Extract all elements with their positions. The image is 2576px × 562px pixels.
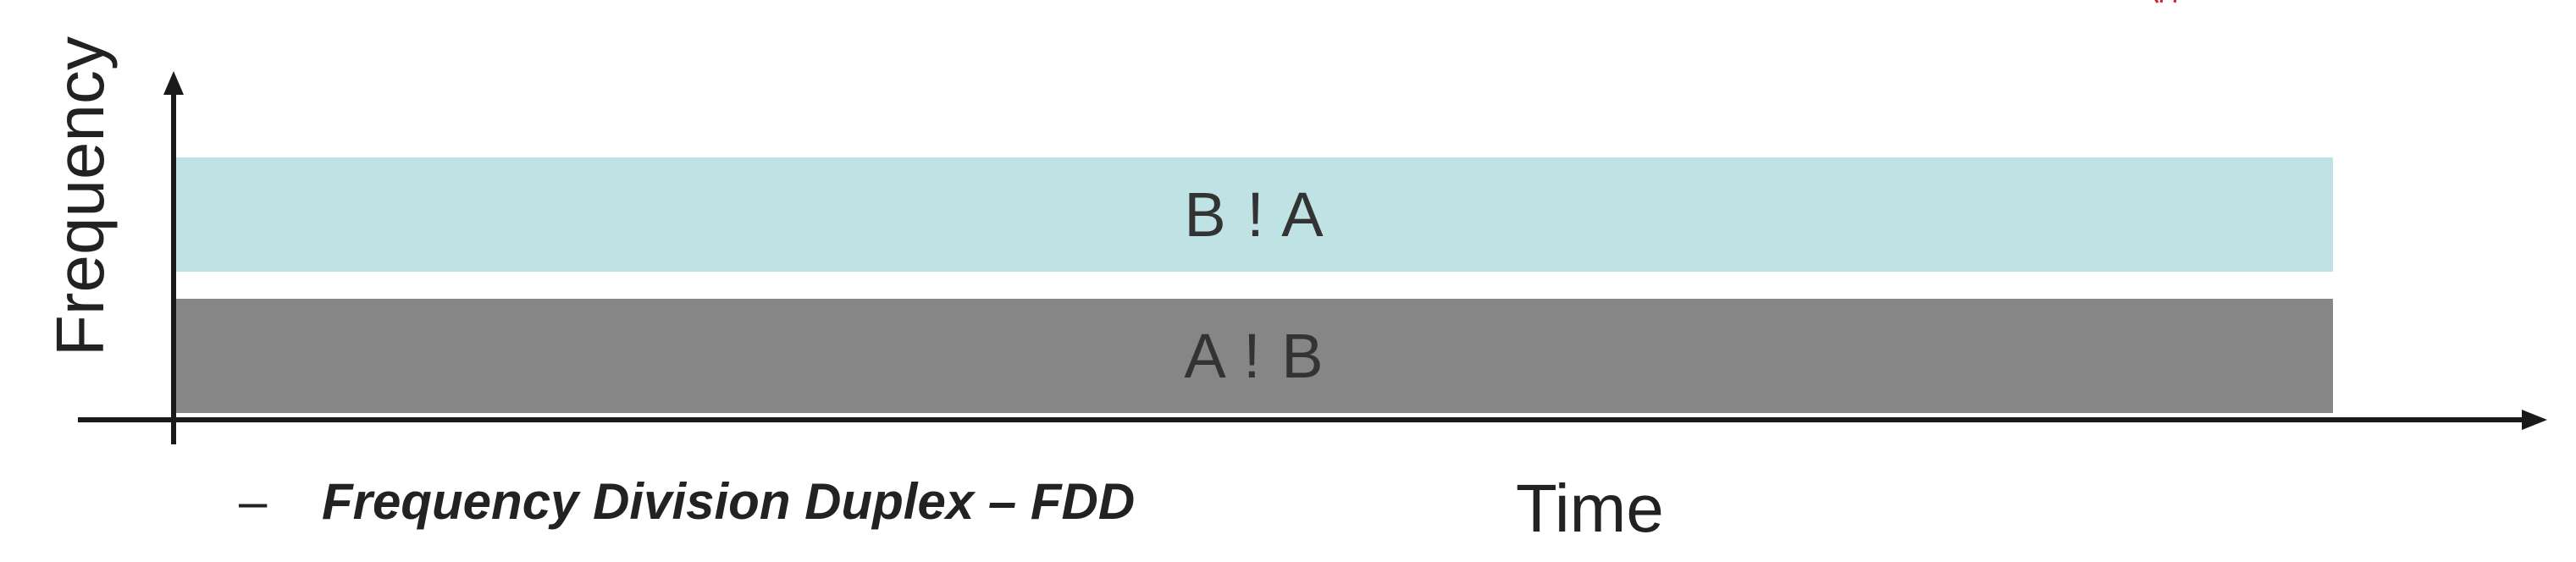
x-axis-label: Time	[1516, 471, 1664, 546]
x-axis-arrowhead	[2522, 410, 2547, 430]
caption-bullet: –	[239, 473, 268, 530]
band-a-to-b-label: A ! B	[1184, 321, 1325, 391]
band-b-to-a: B ! A	[176, 157, 2333, 272]
y-axis-arrowhead	[163, 71, 184, 95]
caption: – Frequency Division Duplex – FDD	[239, 472, 1135, 531]
caption-text: Frequency Division Duplex – FDD	[322, 473, 1136, 530]
cropped-red-mark	[2154, 0, 2177, 3]
band-a-to-b: A ! B	[176, 299, 2333, 413]
y-axis-label: Frequency	[42, 36, 118, 356]
band-b-to-a-label: B ! A	[1184, 179, 1325, 250]
